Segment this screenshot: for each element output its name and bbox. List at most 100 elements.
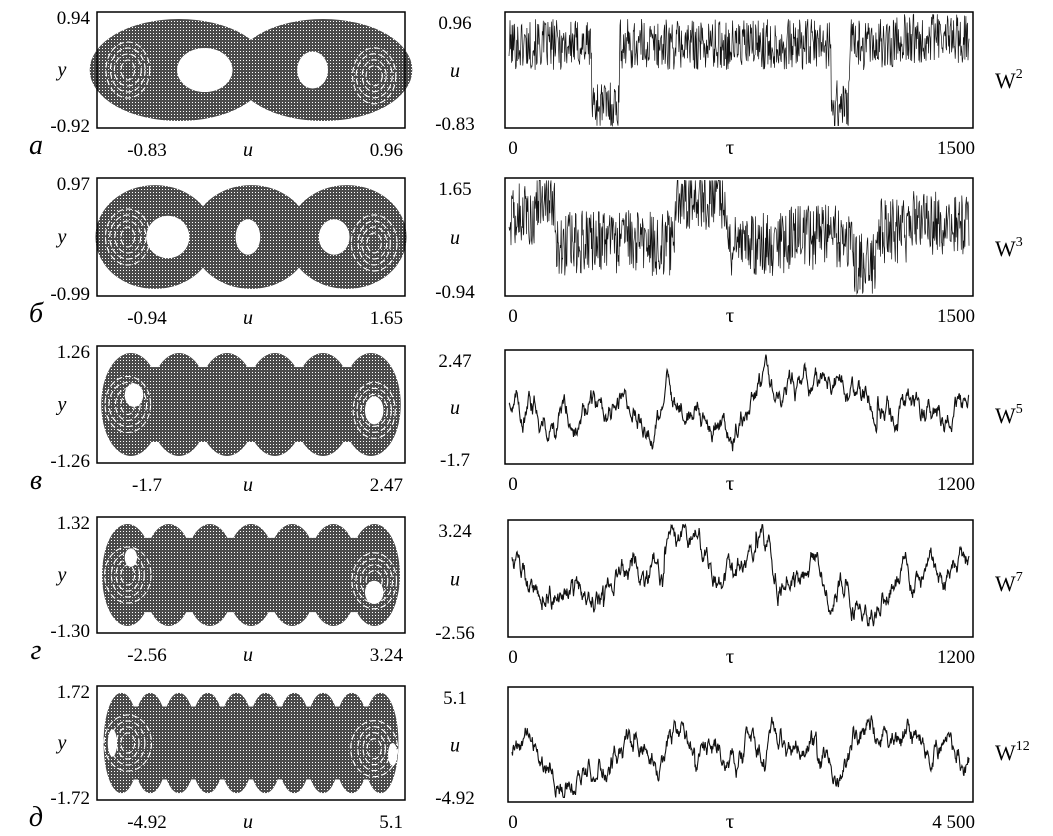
row-label: д: [29, 802, 43, 833]
swirl-arc: [114, 220, 142, 254]
map-label-sup: 12: [1016, 739, 1030, 754]
portrait-y-label: y: [56, 732, 67, 754]
series-line: [511, 523, 970, 627]
attractor-hole: [124, 383, 144, 407]
swirl-arc: [362, 732, 386, 766]
portrait-y-label: y: [56, 59, 67, 81]
series-frame: [504, 11, 974, 129]
swirl-arc: [114, 387, 141, 422]
series-y-label: u: [450, 569, 460, 591]
series-frame: [504, 177, 974, 297]
portrait-x-label: u: [243, 811, 253, 833]
series-y-tick-top: 5.1: [443, 688, 467, 709]
portrait-x-tick-right: 1.65: [370, 308, 403, 329]
series-y-tick-bottom: -0.83: [435, 114, 475, 135]
portrait-x-tick-right: 2.47: [370, 475, 403, 496]
series-line: [508, 180, 970, 295]
map-label-base: W: [995, 236, 1016, 261]
series-x-label: τ: [726, 135, 734, 159]
figure-row: 1.26 -1.26 y -1.7 u 2.47 в 2.47 u -1.7 0 τ 1200 W5: [30, 342, 1023, 496]
attractor-hole: [235, 219, 261, 255]
map-label-base: W: [995, 403, 1016, 428]
swirl-arc: [365, 65, 383, 87]
series-line: [508, 354, 970, 452]
swirl-arc: [361, 59, 387, 93]
swirl-arc: [120, 732, 136, 754]
map-label: W5: [995, 402, 1023, 428]
portrait-x-tick-right: 0.96: [370, 140, 403, 161]
attractor-band: [121, 706, 381, 780]
map-label-base: W: [995, 571, 1016, 596]
map-label-base: W: [995, 68, 1016, 93]
portrait-x-tick-left: -0.94: [127, 308, 167, 329]
swirl-arc: [120, 564, 136, 586]
portrait-x-tick-right: 3.24: [370, 645, 404, 666]
time-series: [504, 11, 974, 129]
portrait-y-tick-top: 0.97: [57, 174, 90, 195]
phase-portrait: [96, 345, 406, 464]
swirl-arc: [361, 226, 388, 260]
series-x-tick-right: 1500: [937, 138, 975, 159]
series-x-label: τ: [726, 809, 734, 833]
portrait-x-tick-left: -0.83: [127, 140, 167, 161]
phase-portrait: [89, 11, 413, 129]
attractor-hole: [297, 51, 328, 89]
map-label-sup: 7: [1016, 570, 1023, 585]
swirl-arc: [120, 59, 136, 81]
series-y-tick-top: 2.47: [438, 351, 471, 372]
series-x-tick-right: 1200: [937, 647, 975, 668]
time-series: [507, 519, 974, 638]
swirl-arc: [120, 393, 136, 416]
series-y-tick-top: 1.65: [438, 179, 471, 200]
portrait-frame: [96, 685, 406, 801]
swirl-arc: [120, 226, 136, 248]
map-label-sup: 3: [1016, 235, 1023, 250]
swirl-arc: [360, 564, 389, 598]
portrait-y-tick-top: 1.72: [57, 682, 90, 703]
attractor-hole: [318, 219, 350, 255]
portrait-x-tick-right: 5.1: [379, 812, 403, 833]
attractor-band: [131, 367, 371, 442]
portrait-x-label: u: [243, 139, 253, 161]
series-x-label: τ: [726, 644, 734, 668]
series-x-tick-left: 0: [508, 474, 518, 495]
portrait-y-label: y: [56, 394, 67, 416]
portrait-x-label: u: [243, 644, 253, 666]
series-y-tick-top: 0.96: [438, 13, 471, 34]
series-y-label: u: [450, 735, 460, 757]
attractor-band: [127, 537, 375, 613]
swirl-arc: [113, 53, 142, 87]
swirl-arc: [360, 393, 388, 427]
series-x-tick-right: 1500: [937, 306, 975, 327]
swirl-arc: [116, 726, 140, 760]
swirl-arc: [355, 53, 393, 99]
portrait-frame: [96, 11, 406, 129]
attractor-hole: [124, 548, 138, 567]
swirl-arc: [366, 232, 382, 254]
swirl-arc: [115, 558, 141, 592]
swirl-arc: [104, 208, 151, 266]
map-label: W2: [995, 67, 1023, 93]
swirl-arc: [355, 558, 394, 604]
time-series: [504, 349, 974, 465]
series-y-label: u: [450, 60, 460, 82]
swirl-arc: [351, 552, 398, 610]
attractor-hole: [107, 729, 118, 757]
portrait-frame: [96, 177, 406, 297]
portrait-y-tick-top: 0.94: [57, 8, 91, 29]
series-x-label: τ: [726, 303, 734, 327]
row-label: г: [31, 635, 42, 666]
series-y-tick-top: 3.24: [438, 521, 472, 542]
series-x-label: τ: [726, 471, 734, 495]
swirl-arc: [110, 552, 145, 598]
row-label: а: [29, 130, 43, 161]
portrait-frame: [96, 516, 406, 634]
map-label-sup: 2: [1016, 67, 1023, 82]
portrait-x-tick-left: -4.92: [127, 812, 167, 833]
series-y-tick-bottom: -2.56: [435, 623, 475, 644]
swirl-arc: [104, 375, 152, 434]
portrait-frame: [96, 345, 406, 464]
swirl-arc: [104, 546, 152, 604]
row-label: б: [29, 298, 44, 329]
